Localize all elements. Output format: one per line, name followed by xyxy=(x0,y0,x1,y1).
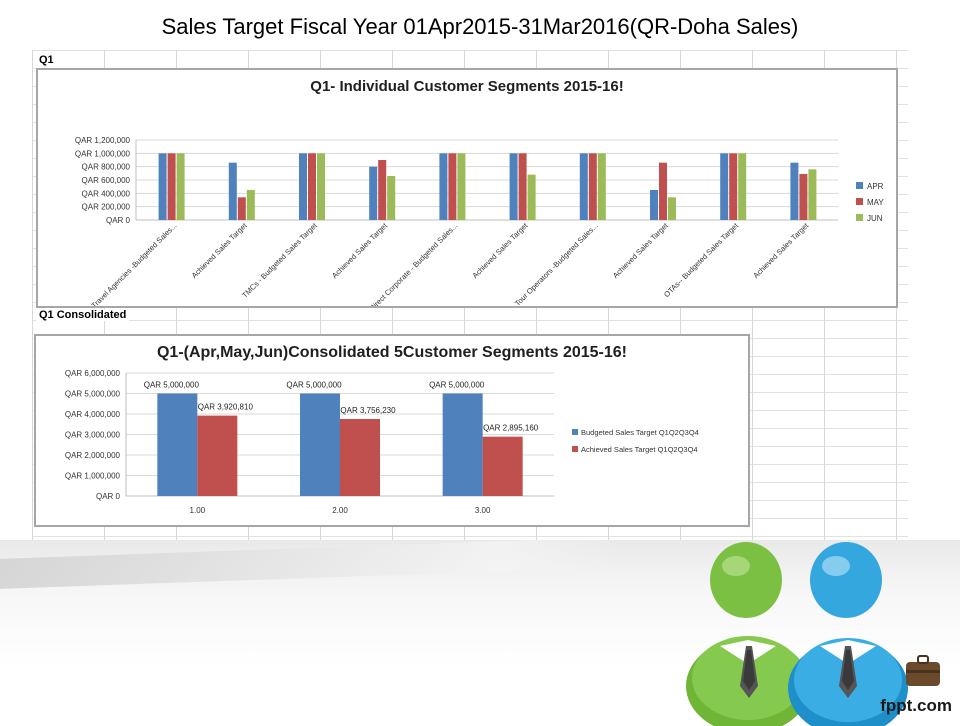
chart1-ytick-label: QAR 400,000 xyxy=(82,189,131,198)
chart1-bar xyxy=(579,153,588,220)
chart1-category-label: TMCs - Budgeted Sales Target xyxy=(240,220,319,299)
chart1-bar xyxy=(720,153,729,220)
chart1-ytick-label: QAR 800,000 xyxy=(82,163,131,172)
chart1-bar xyxy=(369,166,378,220)
chart2-legend-label: Achieved Sales Target Q1Q2Q3Q4 xyxy=(581,445,698,454)
chart2-ytick-label: QAR 2,000,000 xyxy=(65,451,121,460)
chart1-ytick-label: QAR 600,000 xyxy=(82,176,131,185)
chart1-ytick-label: QAR 1,200,000 xyxy=(75,136,131,145)
chart2-bar xyxy=(157,393,198,496)
chart1-bar xyxy=(799,174,808,220)
chart2-category-label: 2.00 xyxy=(332,506,348,515)
chart1-ytick-label: QAR 200,000 xyxy=(82,203,131,212)
chart1-ytick-label: QAR 1,000,000 xyxy=(75,149,131,158)
chart1-category-label: Achieved Sales Target xyxy=(611,220,671,280)
chart1-category-label: Tour Operators -Budgeted Sales... xyxy=(513,221,600,306)
chart1-bar xyxy=(668,197,676,220)
chart2-data-label: QAR 3,756,230 xyxy=(340,406,396,415)
chart1-legend-label: JUN xyxy=(867,214,883,223)
chart1-legend-swatch xyxy=(856,214,863,221)
chart2-bar xyxy=(340,418,380,496)
brand-logo: fppt.com xyxy=(880,696,952,715)
chart1-bar xyxy=(738,153,747,220)
chart2-data-label: QAR 5,000,000 xyxy=(286,381,342,390)
spreadsheet-area: Q1 Q1- Individual Customer Segments 2015… xyxy=(32,50,908,540)
chart2-bar xyxy=(442,393,483,496)
chart2-plot: QAR 0 QAR 1,000,000 QAR 2,000,000 QAR 3,000… xyxy=(65,369,699,515)
chart1-legend-swatch xyxy=(856,182,863,189)
chart2-category-label: 1.00 xyxy=(190,506,206,515)
chart2-bar xyxy=(482,436,523,496)
chart1-bar xyxy=(158,153,167,220)
chart2-ytick-label: QAR 3,000,000 xyxy=(65,431,121,440)
chart1-bar xyxy=(518,153,527,220)
chart1-bar xyxy=(457,153,466,220)
chart2-category-label: 3.00 xyxy=(475,506,491,515)
chart1-bar xyxy=(317,153,325,220)
briefcase-icon xyxy=(906,655,940,686)
chart1-bar xyxy=(378,160,387,220)
chart1-bar xyxy=(597,153,606,220)
chart1-bar xyxy=(588,153,597,220)
chart1-bar xyxy=(167,153,176,220)
chart2-bar xyxy=(197,415,238,496)
business-people-illustration xyxy=(686,542,940,726)
chart2-bar xyxy=(300,393,340,496)
chart1-bar xyxy=(808,169,817,220)
chart1-bar xyxy=(237,197,246,220)
chart2-ytick-label: QAR 5,000,000 xyxy=(65,390,121,399)
chart2-ytick-label: QAR 0 xyxy=(96,492,121,501)
chart1-bar xyxy=(650,190,658,220)
chart1-category-label: Achieved Sales Target xyxy=(330,220,390,280)
chart2-ytick-label: QAR 1,000,000 xyxy=(65,472,121,481)
chart-individual-segments: Q1- Individual Customer Segments 2015-16… xyxy=(36,68,898,308)
chart1-legend-label: APR xyxy=(867,182,884,191)
chart1-bar xyxy=(790,162,799,220)
chart1-title: Q1- Individual Customer Segments 2015-16… xyxy=(310,78,624,95)
chart1-category-label: OTAs-- Budgeted Sales Target xyxy=(662,220,741,299)
chart2-ytick-label: QAR 4,000,000 xyxy=(65,410,121,419)
chart1-bar xyxy=(299,153,307,220)
chart1-legend-label: MAY xyxy=(867,198,884,207)
green-person-icon xyxy=(686,542,810,726)
chart1-bar xyxy=(308,153,316,220)
chart1-bar xyxy=(387,176,396,220)
chart2-legend-swatch xyxy=(572,429,578,435)
section-label-q1: Q1 xyxy=(36,54,57,66)
chart1-bar xyxy=(246,190,255,220)
chart1-category-label: Achieved Sales Target xyxy=(190,220,250,280)
chart1-bar xyxy=(228,162,237,220)
chart2-legend-label: Budgeted Sales Target Q1Q2Q3Q4 xyxy=(581,428,699,437)
chart1-legend-swatch xyxy=(856,198,863,205)
chart1-bar xyxy=(439,153,448,220)
chart1-bar xyxy=(729,153,738,220)
chart1-plot: QAR 0 QAR 200,000 QAR 400,000 QAR 600,000 QA… xyxy=(75,136,885,306)
chart1-bar xyxy=(527,174,536,220)
chart1-bar xyxy=(509,153,518,220)
chart2-data-label: QAR 3,920,810 xyxy=(198,403,254,412)
section-label-q1-consolidated: Q1 Consolidated xyxy=(36,309,130,321)
chart2-ytick-label: QAR 6,000,000 xyxy=(65,369,121,378)
chart-consolidated-segments: Q1-(Apr,May,Jun)Consolidated 5Customer S… xyxy=(34,334,750,527)
chart1-bar xyxy=(176,153,185,220)
chart1-category-label: Travel Agencies -Budgeted Sales... xyxy=(90,221,179,306)
chart2-data-label: QAR 2,895,160 xyxy=(483,424,539,433)
chart1-ytick-label: QAR 0 xyxy=(106,216,131,225)
slide-title: Sales Target Fiscal Year 01Apr2015-31Mar… xyxy=(161,14,799,39)
chart1-bar xyxy=(659,162,667,220)
blue-person-icon xyxy=(788,542,908,726)
chart1-bar xyxy=(448,153,457,220)
chart2-data-label: QAR 5,000,000 xyxy=(429,381,485,390)
chart2-title: Q1-(Apr,May,Jun)Consolidated 5Customer S… xyxy=(156,344,628,361)
chart2-legend-swatch xyxy=(572,446,578,452)
chart1-category-label: Achieved Sales Target xyxy=(751,220,811,280)
chart1-category-label: Achieved Sales Target xyxy=(470,220,530,280)
chart2-data-label: QAR 5,000,000 xyxy=(144,381,200,390)
